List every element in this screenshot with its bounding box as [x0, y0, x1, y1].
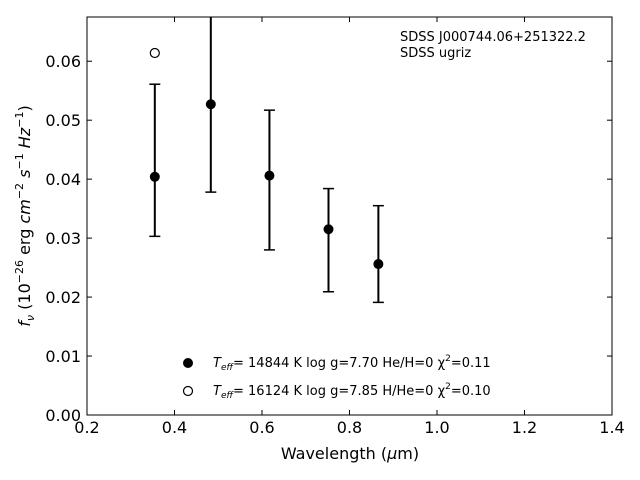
- x-tick-label: 1.2: [512, 418, 537, 437]
- x-tick-label: 0.4: [162, 418, 187, 437]
- legend-label-fit-2: Teff= 16124 K log g=7.85 H/He=0 χ2=0.10: [213, 382, 491, 401]
- axis-ticks: 0.2 0.4 0.6 0.8 1.0 1.2 1.4 0.00 0.01 0.02 0.03 0.0…: [45, 17, 625, 437]
- errorbar: [372, 204, 384, 304]
- data-point-filled: [149, 171, 160, 182]
- y-tick-label: 0.05: [45, 111, 81, 130]
- errorbar: [149, 83, 161, 238]
- x-tick-label: 0.2: [74, 418, 99, 437]
- x-tick-label: 1.4: [599, 418, 624, 437]
- data-point-filled: [205, 99, 216, 110]
- x-tick-label: 0.6: [249, 418, 274, 437]
- data-point-filled: [264, 170, 275, 181]
- y-tick-label: 0.03: [45, 229, 81, 248]
- x-tick-label: 1.0: [424, 418, 449, 437]
- y-tick-label: 0.01: [45, 347, 81, 366]
- y-tick-label: 0.06: [45, 52, 81, 71]
- legend-label-fit-1: Teff= 14844 K log g=7.70 He/H=0 χ2=0.11: [213, 354, 491, 373]
- legend-marker-open: [182, 385, 194, 397]
- errorbars: [149, 17, 384, 304]
- y-tick-label: 0.04: [45, 170, 81, 189]
- x-axis-label: Wavelength (μm): [281, 444, 419, 463]
- errorbar: [323, 187, 334, 293]
- y-tick-label: 0.00: [45, 406, 81, 425]
- annotation-survey: SDSS ugriz: [400, 46, 471, 61]
- data-point-filled: [323, 224, 334, 235]
- annotation-object-name: SDSS J000744.06+251322.2: [400, 30, 586, 45]
- data-points: [149, 47, 384, 270]
- legend-marker-filled: [183, 358, 193, 368]
- y-tick-label: 0.02: [45, 288, 81, 307]
- data-point-filled: [373, 259, 384, 270]
- legend: Teff= 14844 K log g=7.70 He/H=0 χ2=0.11 …: [182, 354, 491, 401]
- data-point-open: [149, 47, 160, 59]
- y-axis-label: fν (10−26 erg cm−2 s−1 Hz−1): [13, 105, 37, 326]
- x-tick-label: 0.8: [337, 418, 362, 437]
